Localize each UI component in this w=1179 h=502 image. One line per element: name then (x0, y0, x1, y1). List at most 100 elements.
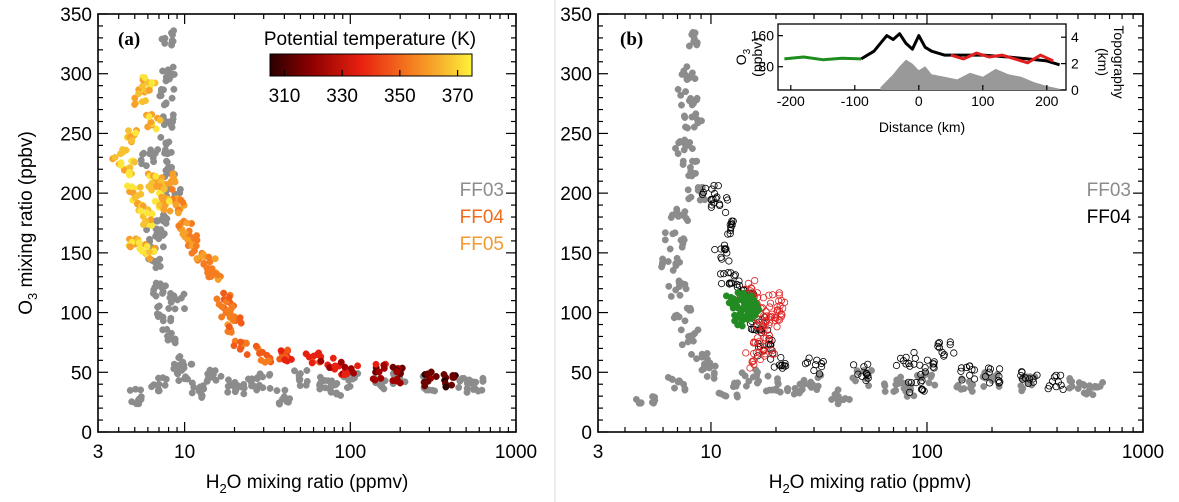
data-point-ff03 (693, 94, 701, 102)
data-point-ff04 (946, 338, 954, 346)
data-point-ff04 (230, 342, 238, 350)
data-point-ff03 (710, 370, 718, 378)
data-point-ff03 (669, 230, 677, 238)
data-point-ff05 (131, 158, 138, 166)
data-point-series-2 (762, 307, 770, 315)
data-point-series-2 (760, 326, 768, 334)
data-point-ff03 (175, 377, 183, 385)
data-point-series-2 (773, 323, 781, 331)
data-point-ff04 (1024, 379, 1032, 387)
x-tick-label: 100 (911, 442, 943, 463)
data-point-ff03 (152, 258, 160, 266)
y-tick-label: 0 (581, 423, 592, 444)
data-point-ff03 (284, 398, 292, 406)
data-point-ff04 (313, 351, 321, 358)
data-point-series-2 (778, 311, 786, 319)
data-point-ff03 (665, 282, 673, 290)
x-tick-label: 3 (93, 442, 104, 463)
data-point-ff03 (673, 311, 681, 319)
data-point-ff03 (343, 384, 351, 392)
data-point-ff04 (717, 279, 726, 288)
colorbar-tick-label: 330 (326, 86, 358, 107)
data-point-ff03 (148, 383, 156, 391)
data-point-ff03 (157, 133, 165, 141)
data-point-ff04 (305, 353, 313, 361)
data-point-ff05 (148, 186, 156, 194)
data-point-ff03 (276, 400, 283, 408)
data-point-ff04 (905, 359, 913, 368)
data-point-ff04 (1052, 383, 1060, 391)
data-point-ff04 (337, 358, 345, 366)
data-point-ff04 (1018, 375, 1027, 383)
data-point-ff04 (720, 241, 729, 249)
data-point-ff03 (163, 157, 170, 165)
data-point-ff05 (131, 94, 139, 102)
data-point-ff04 (277, 347, 285, 355)
x-tick-label: 1000 (495, 442, 537, 463)
data-point-ff04 (707, 196, 716, 204)
data-point-ff03 (685, 42, 693, 50)
data-point-ff05 (137, 207, 145, 215)
data-point-ff03 (248, 382, 255, 390)
data-point-ff03 (204, 374, 212, 382)
data-point-ff03 (682, 285, 690, 293)
data-point-ff03 (661, 236, 669, 244)
data-point-ff04 (727, 224, 735, 232)
data-point-series-2 (753, 334, 762, 342)
data-point-ff04 (722, 194, 731, 202)
data-point-series-2 (762, 342, 771, 350)
data-point-ff04 (166, 179, 174, 187)
data-point-ff05 (142, 217, 150, 225)
data-point-ff04 (863, 370, 871, 378)
data-point-series-2 (759, 322, 768, 330)
data-point-ff05 (145, 113, 153, 121)
panel-b-x-axis-title: H2O mixing ratio (ppmv) (769, 472, 972, 496)
data-point-ff03 (345, 376, 353, 384)
x-tick-label: 10 (700, 442, 721, 463)
data-point-series-2 (765, 303, 774, 311)
data-point-series-3 (750, 297, 758, 304)
data-point-ff03 (316, 381, 324, 389)
data-point-ff05 (148, 79, 156, 87)
data-point-series-2 (769, 291, 777, 299)
data-point-ff04 (1057, 381, 1065, 389)
legend-entry-ff03: FF03 (460, 180, 504, 201)
data-point-ff03 (667, 214, 675, 221)
data-point-ff04 (713, 193, 721, 201)
data-point-ff03 (165, 305, 173, 312)
data-point-ff03 (212, 376, 220, 384)
data-point-series-2 (756, 355, 765, 364)
data-point-ff03 (693, 157, 701, 165)
data-point-series-3 (746, 302, 754, 309)
data-point-ff04 (236, 314, 244, 322)
panel-b-points (632, 28, 1107, 408)
data-point-series-2 (766, 313, 775, 322)
data-point-ff03 (149, 290, 157, 297)
data-point-ff04 (935, 338, 944, 347)
data-point-ff05 (111, 153, 119, 161)
data-point-ff03 (672, 260, 680, 268)
data-point-ff03 (188, 389, 196, 397)
data-point-ff04 (910, 348, 918, 357)
data-point-ff03 (741, 372, 749, 380)
legend-entry-ff03: FF03 (1087, 180, 1131, 201)
data-point-ff03 (1083, 390, 1090, 398)
data-point-ff03 (333, 380, 341, 387)
data-point-ff03 (155, 385, 163, 393)
data-point-ff03 (168, 41, 176, 49)
data-point-ff04 (725, 257, 733, 265)
data-point-ff05 (117, 161, 125, 169)
data-point-ff03 (187, 360, 195, 368)
panel-a-x-axis-title: H2O mixing ratio (ppmv) (206, 472, 409, 496)
data-point-ff04 (718, 255, 726, 263)
data-point-ff03 (265, 371, 273, 379)
data-point-series-2 (758, 323, 766, 331)
data-point-series-2 (769, 350, 777, 358)
y-tick-label: 350 (560, 5, 592, 26)
data-point-ff04 (957, 367, 965, 375)
data-point-ff03 (209, 371, 217, 378)
data-point-ff03 (1019, 384, 1027, 392)
y-tick-label: 300 (560, 65, 592, 86)
inset-y2-ticks: 4 2 0 (1061, 29, 1079, 98)
